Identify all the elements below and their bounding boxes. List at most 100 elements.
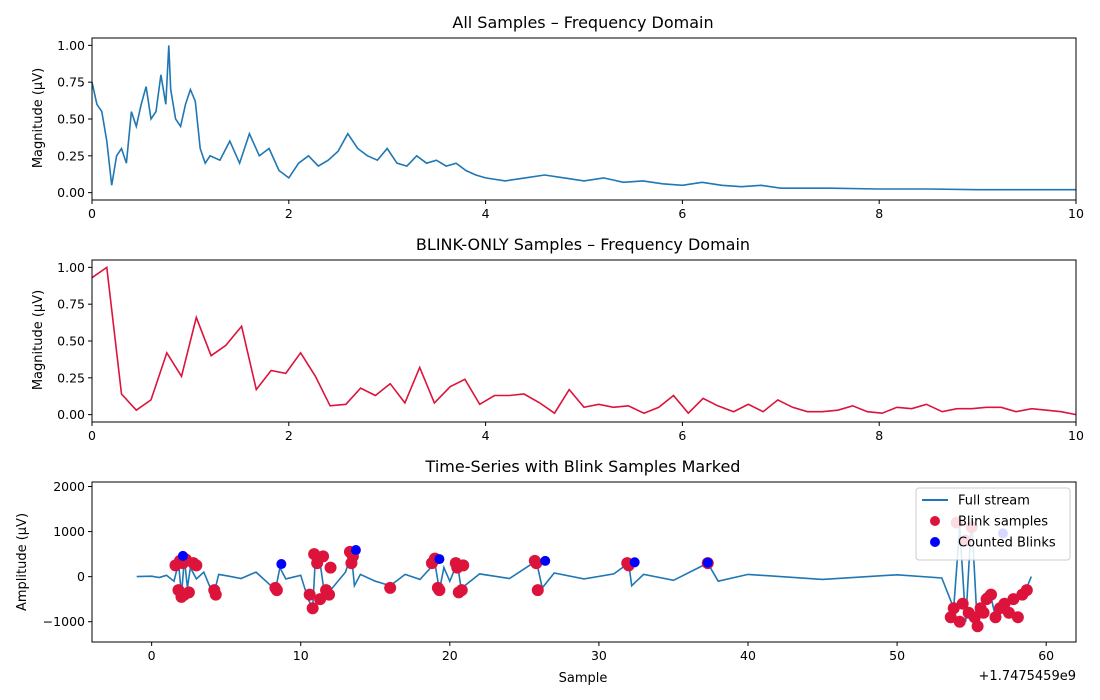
- legend-label: Counted Blinks: [958, 536, 1056, 551]
- legend: Full stream Blink samples Counted Blinks: [915, 487, 1071, 561]
- blink-sample-point: [455, 584, 468, 597]
- blink-sample-point: [323, 588, 336, 601]
- blink-sample-point: [530, 557, 543, 570]
- blink-sample-point: [985, 588, 998, 601]
- legend-label: Blink samples: [958, 515, 1048, 530]
- axis-offset-text: +1.7475459e9: [979, 669, 1076, 684]
- counted-blink-point: [629, 557, 640, 568]
- counted-blink-point: [350, 545, 361, 556]
- blink-sample-point: [998, 597, 1011, 610]
- y-tick-label: −1000: [43, 614, 85, 629]
- x-tick-label: 8: [875, 428, 883, 443]
- blink-sample-point: [433, 584, 446, 597]
- x-tick-label: 50: [889, 648, 905, 663]
- blink-sample-point: [971, 620, 984, 633]
- plot-blink-only-frequency: BLINK-ONLY Samples – Frequency Domain Ma…: [31, 235, 1084, 443]
- y-tick-label: 1.00: [57, 38, 85, 53]
- x-tick-label: 2: [285, 428, 293, 443]
- legend-marker-swatch: [930, 516, 940, 526]
- y-tick-label: 0.75: [57, 75, 85, 90]
- blink-sample-point: [968, 611, 981, 624]
- blink-sample-point: [209, 588, 222, 601]
- plot-frame: [91, 37, 1077, 201]
- plot-title: All Samples – Frequency Domain: [452, 13, 713, 32]
- stream-line: [136, 518, 1033, 631]
- blink-sample-point: [270, 584, 283, 597]
- series-line: [91, 265, 1077, 416]
- x-tick-label: 8: [875, 206, 883, 221]
- blink-sample-point: [1020, 584, 1033, 597]
- y-tick-label: 1000: [53, 524, 85, 539]
- y-tick-label: 0.00: [57, 185, 85, 200]
- blink-sample-point: [1007, 593, 1020, 606]
- x-tick-label: 10: [1068, 428, 1084, 443]
- axis-ticks: 0 10 20 30 40 50 60 −1000 0 1000 2000: [43, 479, 1054, 663]
- x-tick-label: 6: [678, 428, 686, 443]
- x-tick-label: 4: [482, 206, 490, 221]
- y-tick-label: 0.25: [57, 148, 85, 163]
- blink-sample-point: [956, 597, 969, 610]
- blink-sample-point: [317, 550, 330, 563]
- series-line: [91, 45, 1076, 191]
- y-tick-label: 1.00: [57, 260, 85, 275]
- x-tick-label: 30: [591, 648, 607, 663]
- y-axis-label: Amplitude (µV): [15, 513, 30, 611]
- plot-title: BLINK-ONLY Samples – Frequency Domain: [416, 235, 750, 254]
- legend-label: Full stream: [958, 494, 1030, 509]
- x-tick-label: 0: [88, 206, 96, 221]
- x-tick-label: 2: [285, 206, 293, 221]
- plot-time-series: Time-Series with Blink Samples Marked Am…: [15, 457, 1077, 686]
- legend-box: [915, 487, 1071, 561]
- x-tick-label: 20: [442, 648, 458, 663]
- y-tick-label: 0: [77, 569, 85, 584]
- counted-blink-point: [540, 555, 551, 566]
- blink-sample-point: [531, 584, 544, 597]
- counted-blink-point: [702, 557, 713, 568]
- blink-sample-point: [303, 588, 316, 601]
- blink-sample-point: [947, 602, 960, 615]
- blink-sample-point: [314, 593, 327, 606]
- x-tick-label: 60: [1038, 648, 1054, 663]
- x-axis-label: Sample: [559, 671, 608, 686]
- y-tick-label: 2000: [53, 479, 85, 494]
- blink-sample-point: [953, 615, 966, 628]
- y-axis-label: Magnitude (µV): [31, 68, 46, 168]
- data-marks: [91, 45, 1076, 191]
- blink-sample-point: [190, 559, 203, 572]
- y-tick-label: 0.00: [57, 407, 85, 422]
- x-tick-label: 4: [482, 428, 490, 443]
- x-tick-label: 6: [678, 206, 686, 221]
- y-tick-label: 0.50: [57, 112, 85, 127]
- blink-sample-point: [457, 559, 470, 572]
- data-marks: [136, 516, 1033, 633]
- legend-marker-swatch: [930, 537, 940, 547]
- blink-sample-point: [1011, 611, 1024, 624]
- x-tick-label: 0: [148, 648, 156, 663]
- y-tick-label: 0.50: [57, 334, 85, 349]
- blink-sample-point: [324, 561, 337, 574]
- counted-blink-point: [177, 550, 188, 561]
- blink-sample-point: [182, 586, 195, 599]
- plot-frame: [91, 259, 1077, 423]
- blink-sample-point: [1002, 606, 1015, 619]
- blink-sample-point: [944, 611, 957, 624]
- plot-title: Time-Series with Blink Samples Marked: [425, 457, 741, 476]
- plot-all-samples-frequency: All Samples – Frequency Domain Magnitude…: [31, 13, 1084, 221]
- counted-blink-point: [434, 554, 445, 565]
- data-marks: [91, 265, 1077, 416]
- axis-ticks: 0 2 4 6 8 10 0.00 0.25 0.50 0.75 1.00: [57, 260, 1084, 443]
- x-tick-label: 10: [293, 648, 309, 663]
- x-tick-label: 10: [1068, 206, 1084, 221]
- counted-blink-point: [276, 559, 287, 570]
- blink-sample-point: [977, 606, 990, 619]
- axis-ticks: 0 2 4 6 8 10 0.00 0.25 0.50 0.75 1.00: [57, 38, 1084, 221]
- x-tick-label: 40: [740, 648, 756, 663]
- blink-sample-point: [989, 611, 1002, 624]
- blink-sample-point: [306, 602, 319, 615]
- y-axis-label: Magnitude (µV): [31, 290, 46, 390]
- plot-frame: [91, 481, 1077, 643]
- blink-sample-point: [384, 581, 397, 594]
- y-tick-label: 0.25: [57, 370, 85, 385]
- x-tick-label: 0: [88, 428, 96, 443]
